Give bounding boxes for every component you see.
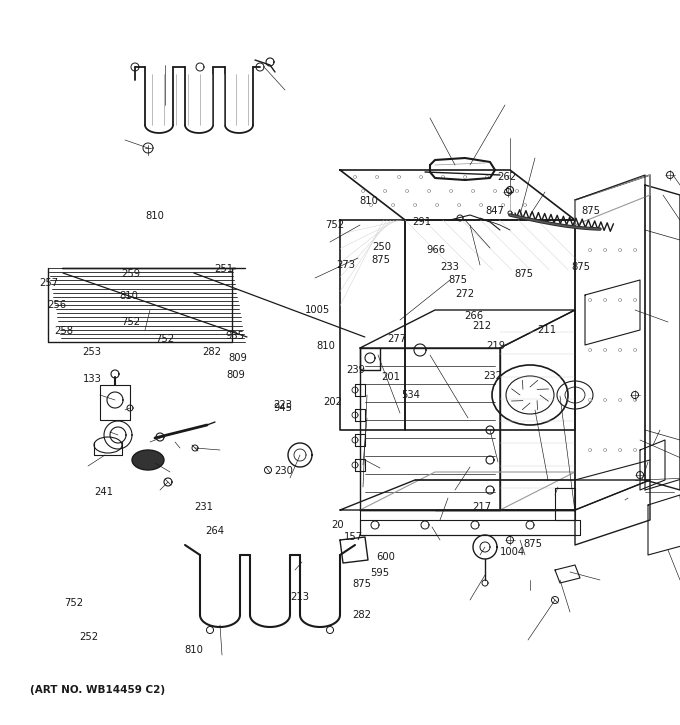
- Text: 20: 20: [331, 520, 344, 530]
- Text: 277: 277: [388, 334, 407, 344]
- Text: 219: 219: [486, 341, 505, 351]
- Text: 273: 273: [337, 260, 356, 270]
- Text: 258: 258: [54, 326, 73, 336]
- Text: 810: 810: [360, 196, 379, 206]
- Text: 875: 875: [352, 579, 371, 589]
- Text: 875: 875: [515, 269, 534, 279]
- Text: 213: 213: [290, 592, 309, 602]
- Text: 945: 945: [273, 403, 292, 413]
- Text: 201: 201: [381, 372, 400, 382]
- Text: 282: 282: [203, 347, 222, 357]
- Text: 875: 875: [524, 539, 543, 550]
- Text: 133: 133: [83, 374, 102, 384]
- Text: 264: 264: [205, 526, 224, 536]
- Text: 875: 875: [449, 275, 468, 285]
- Text: 1004: 1004: [500, 547, 525, 558]
- Text: 810: 810: [120, 291, 139, 301]
- Text: 223: 223: [273, 399, 292, 410]
- Text: 217: 217: [473, 502, 492, 513]
- Text: 232: 232: [483, 370, 502, 381]
- Text: 809: 809: [228, 353, 247, 363]
- Text: 966: 966: [426, 245, 445, 255]
- Text: 809: 809: [226, 370, 245, 380]
- Text: 253: 253: [82, 347, 101, 357]
- Text: 600: 600: [376, 552, 395, 562]
- Text: 252: 252: [80, 631, 99, 642]
- Text: 233: 233: [440, 262, 459, 272]
- Text: 291: 291: [412, 217, 431, 227]
- Text: 875: 875: [581, 206, 600, 216]
- Text: 1005: 1005: [305, 304, 330, 315]
- Text: 810: 810: [146, 211, 165, 221]
- Text: 251: 251: [214, 264, 233, 274]
- Text: 752: 752: [155, 334, 174, 344]
- Text: 752: 752: [121, 317, 140, 327]
- Text: 810: 810: [184, 645, 203, 655]
- Text: 810: 810: [316, 341, 335, 351]
- Text: (ART NO. WB14459 C2): (ART NO. WB14459 C2): [30, 685, 165, 695]
- Text: 250: 250: [373, 241, 392, 252]
- Text: 257: 257: [39, 278, 58, 288]
- Text: 272: 272: [456, 289, 475, 299]
- Text: 875: 875: [371, 254, 390, 265]
- Text: 935: 935: [226, 331, 245, 341]
- Text: 231: 231: [194, 502, 213, 513]
- Text: 282: 282: [352, 610, 371, 620]
- Text: 256: 256: [48, 299, 67, 310]
- Text: 230: 230: [275, 466, 294, 476]
- Text: 211: 211: [537, 325, 556, 335]
- Text: 241: 241: [94, 486, 113, 497]
- Text: 202: 202: [324, 397, 343, 407]
- Text: 259: 259: [121, 269, 140, 279]
- Text: 875: 875: [571, 262, 590, 272]
- Text: 266: 266: [464, 311, 483, 321]
- Text: 212: 212: [473, 321, 492, 331]
- Text: 595: 595: [371, 568, 390, 578]
- Text: 752: 752: [65, 598, 84, 608]
- Text: 239: 239: [346, 365, 365, 375]
- Text: 262: 262: [497, 172, 516, 182]
- Text: 534: 534: [401, 390, 420, 400]
- Ellipse shape: [132, 450, 164, 470]
- Text: 752: 752: [325, 220, 344, 230]
- Text: 847: 847: [486, 206, 505, 216]
- Text: 157: 157: [343, 531, 362, 542]
